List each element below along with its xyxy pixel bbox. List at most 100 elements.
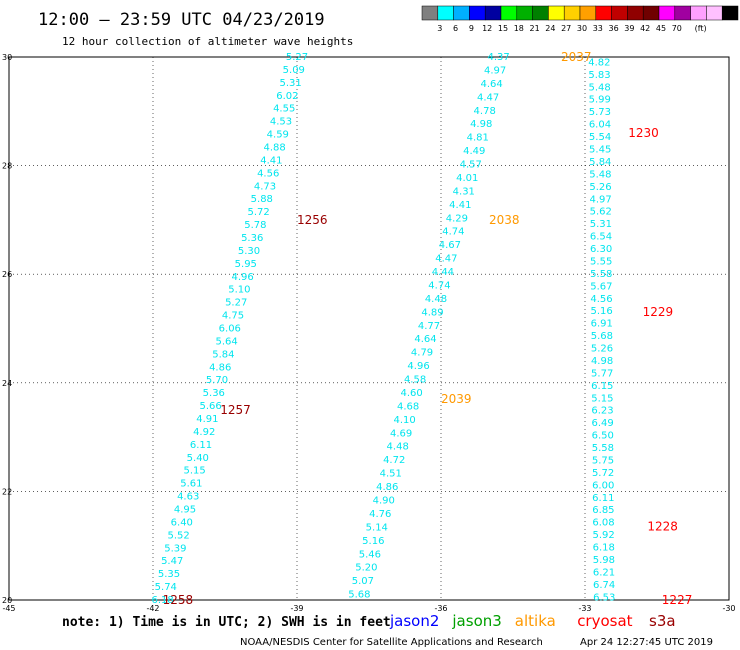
swh-value: 6.85 [592, 505, 614, 516]
legend-swatch [548, 5, 565, 21]
legend-swatch [563, 5, 581, 21]
swh-value: 5.72 [592, 468, 614, 479]
legend-swatch [706, 5, 723, 21]
swh-value: 6.15 [591, 381, 613, 392]
swh-value: 5.61 [180, 479, 202, 490]
legend-swatch [595, 5, 612, 21]
swh-value: 4.64 [414, 334, 436, 345]
swh-value: 5.78 [244, 220, 266, 231]
swh-value: 4.68 [397, 401, 419, 412]
track-s3a: 5.27 5.09 5.31 6.02 4.55 4.53 4.59 4.884.41 4.56… [151, 52, 327, 607]
track-time-label: 2037 [561, 50, 592, 64]
swh-value: 4.67 [439, 240, 461, 251]
swh-value: 5.48 [588, 82, 610, 93]
swh-value: 4.95 [174, 505, 196, 516]
swh-value: 4.41 [260, 155, 282, 166]
swh-value: 4.97 [484, 65, 506, 76]
swh-value: 4.10 [394, 415, 416, 426]
swh-value: 6.08 [592, 518, 614, 529]
page-title: 12:00 – 23:59 UTC 04/23/2019 [38, 10, 325, 30]
swh-value: 6.23 [591, 406, 613, 417]
swh-value: 5.46 [359, 549, 381, 560]
swh-value: 5.26 [591, 344, 613, 355]
swh-value: 5.27 [225, 298, 247, 309]
legend-label: 70 [672, 24, 682, 33]
swh-value: 5.67 [590, 281, 612, 292]
legend-swatch [484, 5, 502, 21]
swh-value: 5.72 [247, 207, 269, 218]
swh-value: 5.48 [589, 169, 611, 180]
swh-value: 5.66 [199, 401, 221, 412]
footer-note: note: 1) Time is in UTC; 2) SWH is in fe… [62, 615, 391, 630]
legend-swatch [721, 5, 739, 21]
legend-swatch [642, 5, 660, 21]
satellite-label-altika: altika [515, 612, 556, 630]
altimeter-tracks: 5.275.095.316.024.554.534.594.884.414.56… [151, 50, 692, 607]
legend-swatch [674, 5, 691, 21]
x-tick-label: -45 [2, 604, 15, 613]
legend-label: 21 [530, 24, 540, 33]
swh-value: 6.50 [592, 431, 614, 442]
swh-value: 5.27 [286, 52, 308, 63]
y-tick-label: 26 [2, 270, 12, 279]
swh-value: 6.11 [190, 440, 212, 451]
track-cryosat: 4.825.835.485.995.736.045.545.455.845.48… [588, 57, 692, 607]
swh-value: 5.45 [589, 144, 611, 155]
swh-value: 5.35 [158, 569, 180, 580]
swh-value: 4.63 [177, 492, 199, 503]
satellite-label-jason2: jason2 [389, 612, 439, 630]
swh-value: 5.31 [279, 78, 301, 89]
swh-value: 5.84 [589, 157, 611, 168]
swh-value: 4.98 [591, 356, 613, 367]
swh-value: 5.92 [593, 530, 615, 541]
swh-value: 4.97 [589, 194, 611, 205]
swh-value: 5.36 [241, 233, 263, 244]
legend-label: 9 [469, 24, 474, 33]
swh-value: 5.98 [593, 555, 615, 566]
legend-label: 42 [640, 24, 650, 33]
swh-value: 4.73 [254, 181, 276, 192]
satellite-legend: jason2 jason3 altika cryosat s3a [389, 612, 676, 630]
swh-value: 6.74 [593, 580, 615, 591]
swh-value: 5.64 [215, 336, 237, 347]
legend-label: 30 [577, 24, 587, 33]
legend-label: 18 [514, 24, 524, 33]
swh-value: 5.84 [212, 349, 234, 360]
swh-value: 4.56 [257, 168, 279, 179]
satellite-label-cryosat: cryosat [577, 612, 632, 630]
swh-value: 5.58 [590, 269, 612, 280]
swh-value: 4.88 [263, 143, 285, 154]
swh-value: 4.77 [418, 321, 440, 332]
x-tick-label: -42 [146, 604, 159, 613]
swh-value: 5.30 [238, 246, 260, 257]
swh-value: 5.70 [206, 375, 228, 386]
legend-label: 6 [453, 24, 458, 33]
swh-value: 4.51 [380, 469, 402, 480]
swh-value: 4.91 [196, 414, 218, 425]
grid-lines [8, 56, 730, 601]
footer-credit: NOAA/NESDIS Center for Satellite Applica… [240, 637, 543, 648]
swh-value: 5.52 [167, 530, 189, 541]
swh-value: 5.88 [251, 194, 273, 205]
swh-value: 4.74 [428, 280, 450, 291]
swh-value: 6.18 [593, 543, 615, 554]
x-tick-label: -36 [434, 604, 447, 613]
swh-value: 4.72 [383, 455, 405, 466]
swh-value: 5.26 [589, 182, 611, 193]
swh-value: 5.15 [183, 466, 205, 477]
swh-value: 4.37 [487, 52, 509, 63]
legend-swatch [532, 5, 549, 21]
legend-swatch [453, 5, 470, 21]
swh-value: 4.78 [474, 106, 496, 117]
swh-value: 5.77 [591, 368, 613, 379]
legend-swatch [516, 5, 533, 21]
swh-value: 6.53 [593, 592, 615, 603]
swh-value: 4.47 [477, 92, 499, 103]
legend-label: 33 [593, 24, 603, 33]
track-time-label: 1227 [662, 593, 693, 607]
swh-value: 4.86 [209, 362, 231, 373]
track-time-label: 1257 [220, 403, 251, 417]
track-time-label: 1228 [647, 520, 678, 534]
swh-value: 4.98 [470, 119, 492, 130]
